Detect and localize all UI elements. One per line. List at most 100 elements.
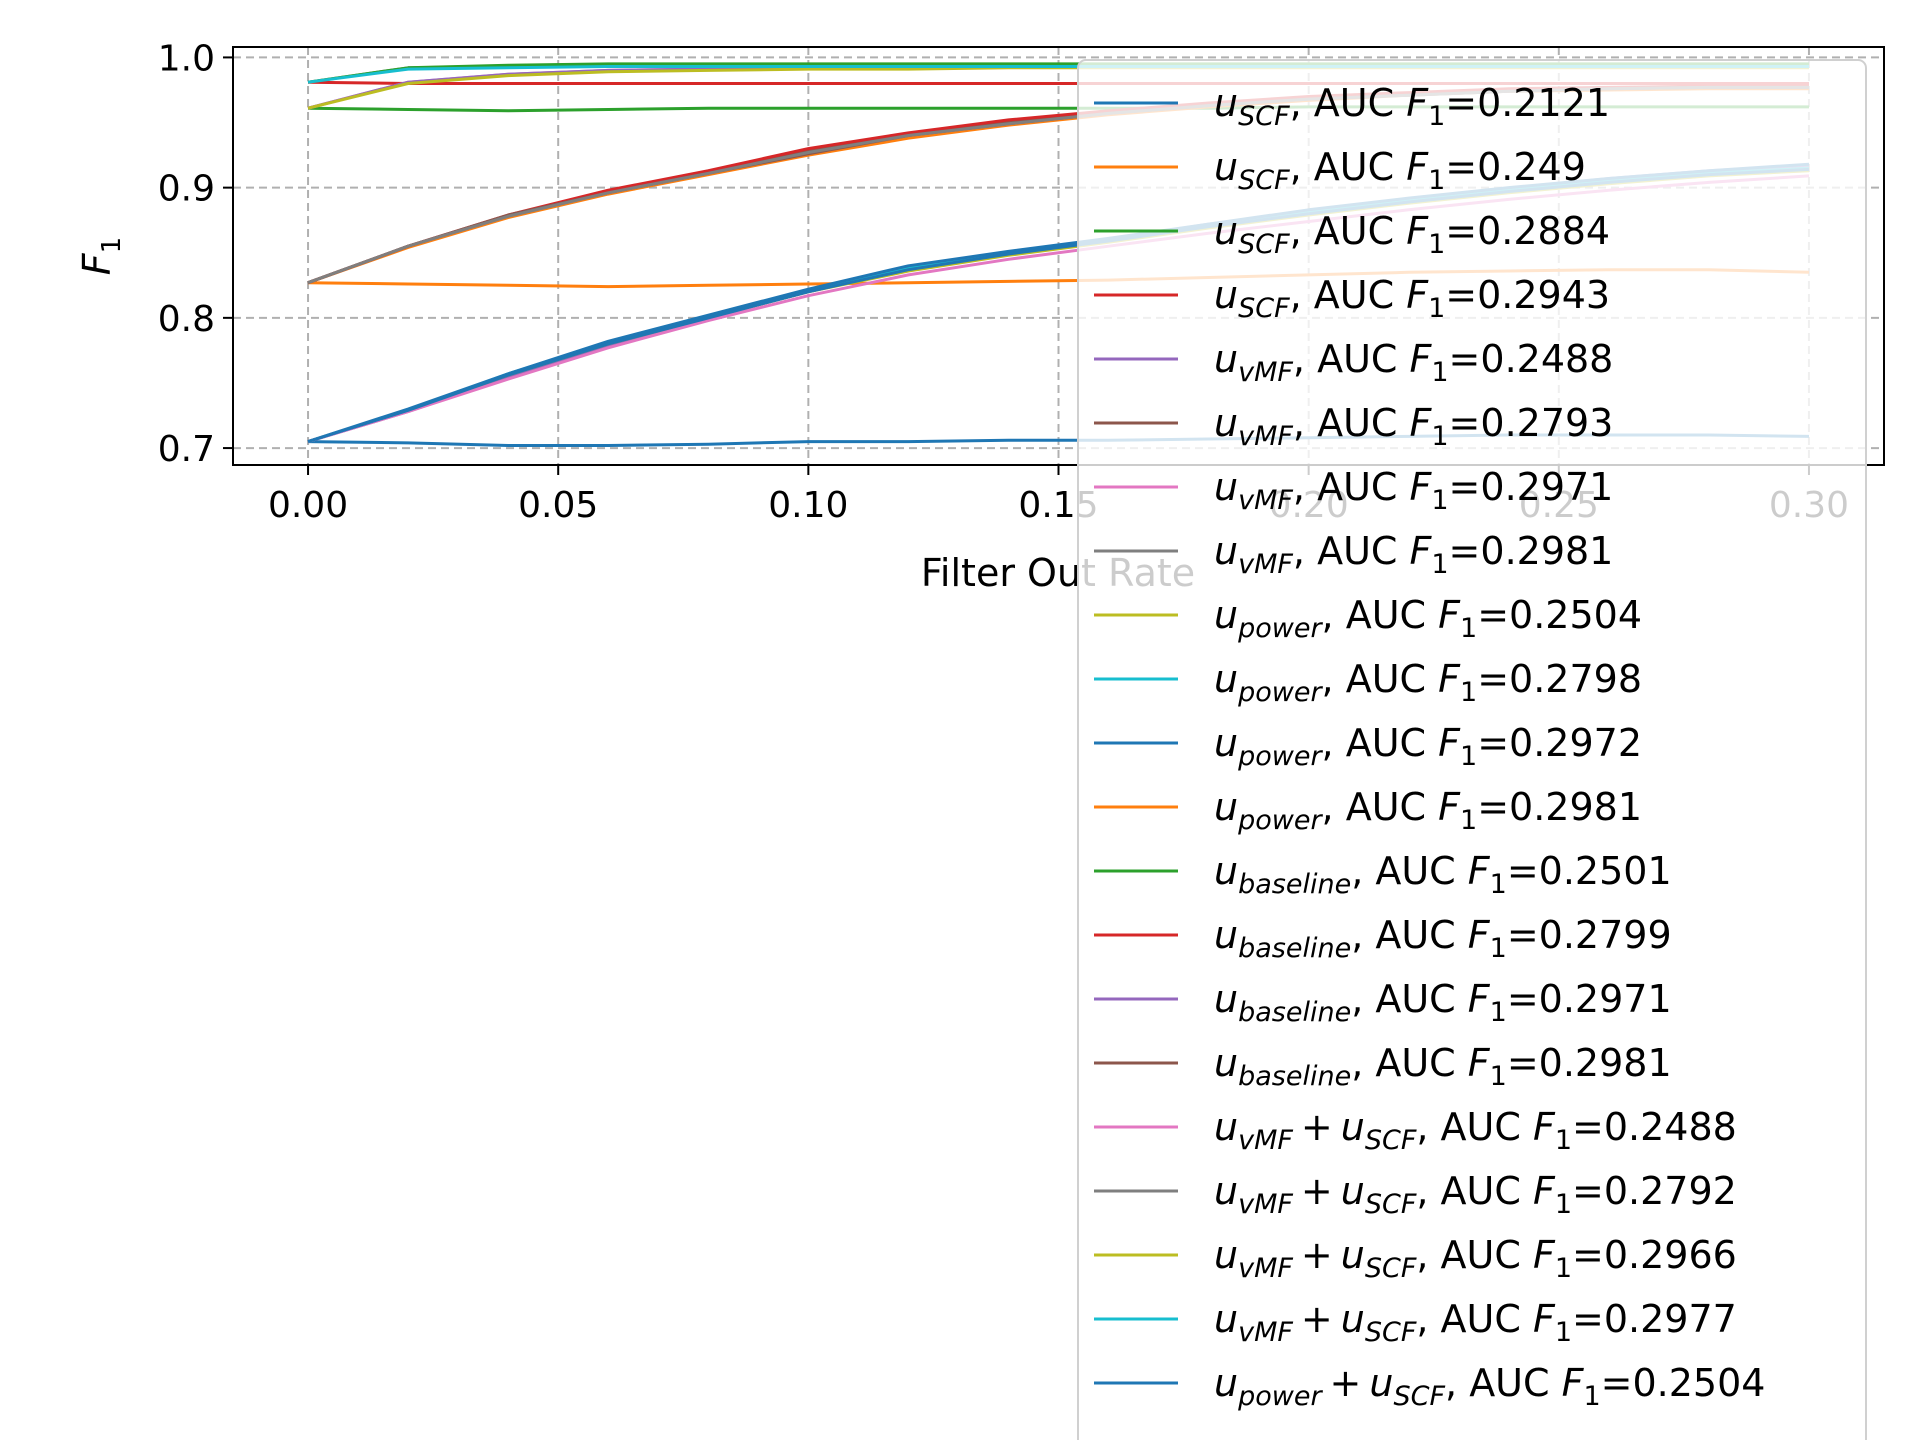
legend-auc: AUC <box>1317 337 1409 381</box>
legend-auc: AUC <box>1346 785 1438 829</box>
legend-subscript: baseline <box>1238 1061 1351 1092</box>
legend-value: =0.2977 <box>1572 1297 1737 1341</box>
legend-f: F <box>1438 593 1461 637</box>
legend-f-subscript: 1 <box>1490 1061 1507 1092</box>
legend-f-subscript: 1 <box>1490 997 1507 1028</box>
legend-comma: , <box>1445 1361 1469 1405</box>
legend-subscript: vMF <box>1238 1125 1293 1156</box>
legend-symbol: u <box>1214 1041 1238 1085</box>
legend-f: F <box>1533 1297 1556 1341</box>
legend-f: F <box>1468 977 1491 1021</box>
legend-comma: , <box>1290 273 1314 317</box>
legend-subscript: SCF <box>1238 101 1290 132</box>
legend-symbol: u <box>1214 209 1238 253</box>
legend-subscript: vMF <box>1238 1253 1293 1284</box>
legend-frame <box>1077 59 1867 1440</box>
legend-label: upower, AUC F1=0.2798 <box>1214 657 1642 708</box>
legend-comma: , <box>1322 593 1346 637</box>
legend-comma: , <box>1351 849 1375 893</box>
legend-subscript-2: SCF <box>1365 1253 1417 1284</box>
y-tick-label: 1.0 <box>158 38 215 79</box>
legend-subscript: baseline <box>1238 997 1351 1028</box>
legend-subscript: vMF <box>1238 1317 1293 1348</box>
legend-auc: AUC <box>1441 1169 1533 1213</box>
legend-entry: uvMF, AUC F1=0.2981 <box>1094 529 1613 580</box>
legend-auc: AUC <box>1375 1041 1467 1085</box>
legend-operator: + <box>1301 1297 1333 1341</box>
legend-entry: ubaseline, AUC F1=0.2971 <box>1094 977 1672 1028</box>
legend-subscript: power <box>1237 613 1323 644</box>
legend-f: F <box>1438 721 1461 765</box>
legend-comma: , <box>1293 337 1317 381</box>
legend-auc: AUC <box>1346 593 1438 637</box>
legend-label: ubaseline, AUC F1=0.2981 <box>1214 1041 1672 1092</box>
legend-value: =0.2488 <box>1572 1105 1737 1149</box>
legend-auc: AUC <box>1314 81 1406 125</box>
legend-symbol: u <box>1214 1169 1238 1213</box>
legend-auc: AUC <box>1346 657 1438 701</box>
legend-f: F <box>1533 1233 1556 1277</box>
legend-auc: AUC <box>1317 465 1409 509</box>
legend-operator: + <box>1301 1233 1333 1277</box>
legend-label: ubaseline, AUC F1=0.2501 <box>1214 849 1672 900</box>
legend-f-subscript: 1 <box>1555 1189 1572 1220</box>
legend-symbol: u <box>1214 401 1238 445</box>
legend-f: F <box>1438 657 1461 701</box>
legend-subscript: baseline <box>1238 933 1351 964</box>
legend-f: F <box>1410 529 1433 573</box>
legend-f-subscript: 1 <box>1460 677 1477 708</box>
y-axis-label-sub: 1 <box>97 237 127 254</box>
legend-auc: AUC <box>1375 977 1467 1021</box>
legend-label: uvMF, AUC F1=0.2971 <box>1214 465 1613 516</box>
legend-label: upower + uSCF, AUC F1=0.2504 <box>1214 1361 1765 1412</box>
legend-subscript: vMF <box>1238 357 1293 388</box>
legend-comma: , <box>1351 913 1375 957</box>
legend-symbol-2: u <box>1341 1105 1365 1149</box>
legend-label: uSCF, AUC F1=0.2121 <box>1214 81 1610 132</box>
legend-comma: , <box>1293 529 1317 573</box>
legend-comma: , <box>1416 1169 1440 1213</box>
legend-symbol-2: u <box>1341 1169 1365 1213</box>
legend-symbol: u <box>1214 273 1238 317</box>
legend-auc: AUC <box>1317 401 1409 445</box>
legend-symbol: u <box>1214 913 1238 957</box>
legend-entry: uvMF + uSCF, AUC F1=0.2966 <box>1094 1233 1737 1284</box>
legend-entry: ubaseline, AUC F1=0.2799 <box>1094 913 1672 964</box>
y-axis-label-main: F <box>75 252 119 275</box>
legend-f-subscript: 1 <box>1460 805 1477 836</box>
y-tick-label: 0.9 <box>158 169 215 210</box>
legend-subscript: SCF <box>1238 293 1290 324</box>
legend-label: upower, AUC F1=0.2981 <box>1214 785 1642 836</box>
x-tick-label: 0.10 <box>768 485 848 526</box>
y-tick-label: 0.7 <box>158 429 215 470</box>
legend-entry: uSCF, AUC F1=0.2943 <box>1094 273 1610 324</box>
legend-label: uSCF, AUC F1=0.249 <box>1214 145 1586 196</box>
legend-entry: uSCF, AUC F1=0.2884 <box>1094 209 1610 260</box>
legend-f-subscript: 1 <box>1431 357 1448 388</box>
y-axis-label: F1 <box>75 237 127 275</box>
legend-f-subscript: 1 <box>1428 229 1445 260</box>
legend-entry: uvMF + uSCF, AUC F1=0.2792 <box>1094 1169 1737 1220</box>
legend-value: =0.2121 <box>1445 81 1610 125</box>
legend-f-subscript: 1 <box>1428 101 1445 132</box>
legend-subscript: baseline <box>1238 869 1351 900</box>
legend-f-subscript: 1 <box>1431 549 1448 580</box>
legend-subscript: SCF <box>1238 229 1290 260</box>
legend-operator: + <box>1301 1169 1333 1213</box>
legend-subscript: vMF <box>1238 1189 1293 1220</box>
legend-value: =0.2504 <box>1601 1361 1766 1405</box>
legend-entry: ubaseline, AUC F1=0.2501 <box>1094 849 1672 900</box>
legend-subscript-2: SCF <box>1393 1381 1445 1412</box>
legend-symbol: u <box>1214 721 1238 765</box>
legend-subscript-2: SCF <box>1365 1317 1417 1348</box>
legend-comma: , <box>1290 81 1314 125</box>
legend-symbol: u <box>1214 593 1238 637</box>
legend-label: uvMF, AUC F1=0.2488 <box>1214 337 1613 388</box>
legend-subscript: power <box>1237 677 1323 708</box>
legend-auc: AUC <box>1441 1297 1533 1341</box>
legend-symbol: u <box>1214 529 1238 573</box>
legend-f-subscript: 1 <box>1428 165 1445 196</box>
